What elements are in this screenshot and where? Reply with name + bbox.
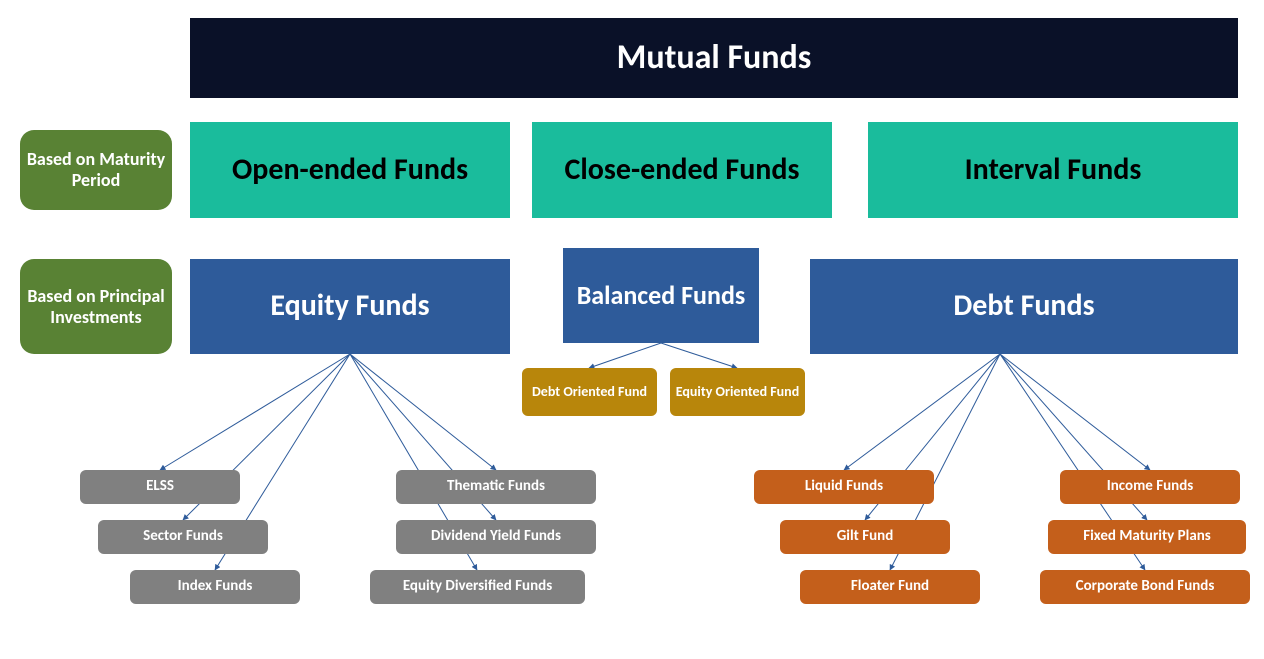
edge-debt-income_funds <box>1000 354 1150 470</box>
node-debt: Debt Funds <box>810 259 1238 354</box>
edge-equity-elss <box>160 354 350 470</box>
node-root: Mutual Funds <box>190 18 1238 98</box>
node-sector_funds: Sector Funds <box>98 520 268 554</box>
edge-equity-thematic_funds <box>350 354 496 470</box>
node-equity_oriented: Equity Oriented Fund <box>670 368 805 416</box>
node-floater_fund: Floater Fund <box>800 570 980 604</box>
node-corporate_bond: Corporate Bond Funds <box>1040 570 1250 604</box>
edge-balanced-debt_oriented <box>589 343 661 368</box>
node-close_ended: Close-ended Funds <box>532 122 832 218</box>
node-index_funds: Index Funds <box>130 570 300 604</box>
node-debt_oriented: Debt Oriented Fund <box>522 368 657 416</box>
node-cat_maturity: Based on Maturity Period <box>20 130 172 210</box>
node-elss: ELSS <box>80 470 240 504</box>
node-thematic_funds: Thematic Funds <box>396 470 596 504</box>
node-liquid_funds: Liquid Funds <box>754 470 934 504</box>
node-gilt_fund: Gilt Fund <box>780 520 950 554</box>
node-open_ended: Open-ended Funds <box>190 122 510 218</box>
node-equity: Equity Funds <box>190 259 510 354</box>
edge-debt-liquid_funds <box>844 354 1000 470</box>
node-interval: Interval Funds <box>868 122 1238 218</box>
node-dividend_yield: Dividend Yield Funds <box>396 520 596 554</box>
node-cat_principal: Based on Principal Investments <box>20 259 172 354</box>
node-balanced: Balanced Funds <box>563 248 759 343</box>
edge-balanced-equity_oriented <box>661 343 737 368</box>
node-equity_diversified: Equity Diversified Funds <box>370 570 585 604</box>
node-fixed_maturity: Fixed Maturity Plans <box>1048 520 1246 554</box>
node-income_funds: Income Funds <box>1060 470 1240 504</box>
